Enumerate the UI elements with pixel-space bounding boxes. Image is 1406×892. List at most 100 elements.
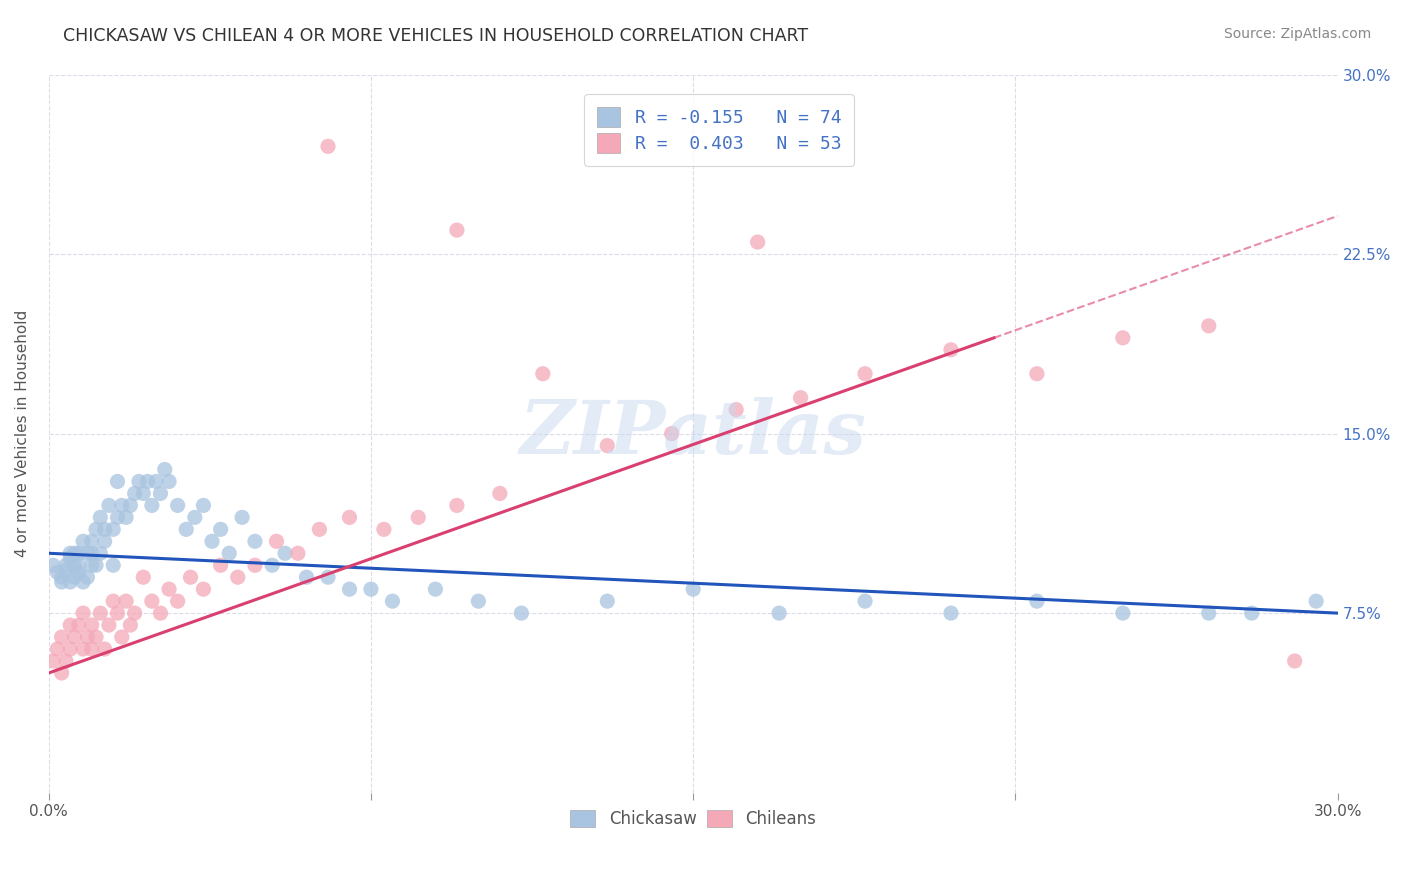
Point: [111, 499, 134, 513]
Point: [72, 606, 94, 620]
Point: [682, 582, 704, 597]
Point: [747, 235, 769, 249]
Point: [42, 654, 65, 668]
Point: [93, 522, 115, 536]
Point: [132, 570, 155, 584]
Point: [80, 546, 103, 560]
Point: [153, 462, 176, 476]
Point: [80, 534, 103, 549]
Point: [1240, 606, 1263, 620]
Point: [381, 594, 404, 608]
Point: [124, 606, 146, 620]
Point: [51, 570, 73, 584]
Point: [531, 367, 554, 381]
Point: [209, 522, 232, 536]
Text: CHICKASAW VS CHILEAN 4 OR MORE VEHICLES IN HOUSEHOLD CORRELATION CHART: CHICKASAW VS CHILEAN 4 OR MORE VEHICLES …: [63, 27, 808, 45]
Point: [226, 570, 249, 584]
Point: [115, 510, 138, 524]
Point: [115, 594, 138, 608]
Point: [166, 499, 188, 513]
Point: [157, 582, 180, 597]
Point: [103, 594, 125, 608]
Point: [406, 510, 429, 524]
Point: [180, 570, 202, 584]
Point: [853, 594, 876, 608]
Point: [136, 475, 159, 489]
Point: [63, 546, 86, 560]
Point: [853, 367, 876, 381]
Point: [243, 558, 266, 573]
Point: [339, 510, 361, 524]
Point: [84, 630, 107, 644]
Point: [59, 574, 82, 589]
Point: [193, 499, 215, 513]
Point: [51, 630, 73, 644]
Point: [339, 582, 361, 597]
Point: [149, 486, 172, 500]
Point: [107, 510, 129, 524]
Point: [789, 391, 811, 405]
Point: [1112, 331, 1135, 345]
Point: [1198, 606, 1220, 620]
Point: [59, 551, 82, 566]
Point: [89, 546, 111, 560]
Point: [316, 139, 339, 153]
Text: Source: ZipAtlas.com: Source: ZipAtlas.com: [1223, 27, 1371, 41]
Point: [218, 546, 240, 560]
Point: [89, 510, 111, 524]
Point: [1025, 594, 1047, 608]
Point: [67, 566, 90, 580]
Point: [120, 618, 142, 632]
Point: [1284, 654, 1306, 668]
Point: [51, 574, 73, 589]
Point: [76, 570, 98, 584]
Point: [107, 606, 129, 620]
Point: [768, 606, 790, 620]
Point: [80, 558, 103, 573]
Point: [157, 475, 180, 489]
Point: [128, 475, 150, 489]
Point: [89, 606, 111, 620]
Point: [97, 618, 120, 632]
Point: [184, 510, 207, 524]
Point: [373, 522, 395, 536]
Point: [63, 630, 86, 644]
Point: [141, 594, 163, 608]
Point: [725, 402, 748, 417]
Point: [124, 486, 146, 500]
Point: [76, 546, 98, 560]
Point: [93, 642, 115, 657]
Point: [46, 566, 69, 580]
Y-axis label: 4 or more Vehicles in Household: 4 or more Vehicles in Household: [15, 310, 30, 558]
Point: [72, 642, 94, 657]
Point: [596, 594, 619, 608]
Text: ZIPatlas: ZIPatlas: [520, 397, 866, 470]
Point: [80, 642, 103, 657]
Point: [596, 439, 619, 453]
Point: [274, 546, 297, 560]
Point: [231, 510, 253, 524]
Point: [132, 486, 155, 500]
Point: [55, 563, 77, 577]
Point: [166, 594, 188, 608]
Point: [939, 343, 962, 357]
Point: [103, 522, 125, 536]
Point: [145, 475, 167, 489]
Point: [63, 570, 86, 584]
Point: [63, 558, 86, 573]
Point: [59, 642, 82, 657]
Point: [243, 534, 266, 549]
Point: [120, 499, 142, 513]
Point: [72, 534, 94, 549]
Point: [141, 499, 163, 513]
Point: [467, 594, 489, 608]
Point: [262, 558, 284, 573]
Point: [446, 499, 468, 513]
Point: [295, 570, 318, 584]
Point: [308, 522, 330, 536]
Point: [1025, 367, 1047, 381]
Point: [55, 654, 77, 668]
Point: [1198, 318, 1220, 333]
Point: [97, 499, 120, 513]
Point: [55, 558, 77, 573]
